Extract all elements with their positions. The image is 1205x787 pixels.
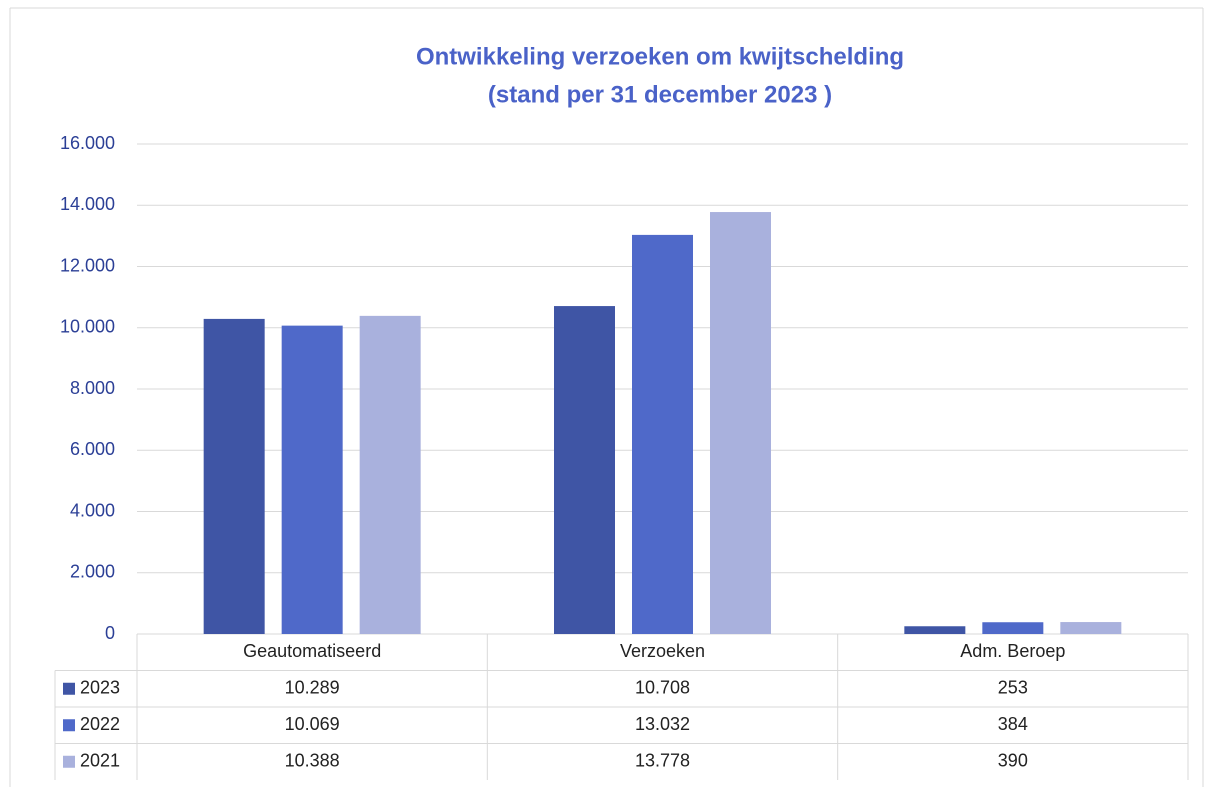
legend-label: 2021 [80,751,120,771]
legend-swatch [63,682,75,695]
table-value: 13.778 [635,751,690,771]
table-value: 13.032 [635,714,690,734]
bar [554,306,615,634]
x-tick-label: Verzoeken [620,641,705,661]
legend-label: 2022 [80,714,120,734]
y-tick-label: 0 [105,623,115,643]
x-tick-label: Adm. Beroep [960,641,1065,661]
y-tick-label: 4.000 [70,500,115,520]
table-value: 384 [998,714,1028,734]
y-tick-label: 6.000 [70,439,115,459]
table-value: 390 [998,751,1028,771]
y-tick-label: 8.000 [70,378,115,398]
x-tick-label: Geautomatiseerd [243,641,381,661]
y-tick-label: 2.000 [70,562,115,582]
table-value: 10.069 [285,714,340,734]
table-value: 10.388 [285,751,340,771]
legend-label: 2023 [80,678,120,698]
bar [710,212,771,634]
bar [1060,622,1122,634]
bar [982,622,1044,634]
legend-swatch [63,755,75,768]
table-value: 10.708 [635,678,690,698]
y-tick-label: 14.000 [60,194,115,214]
chart-title: Ontwikkeling verzoeken om kwijtschelding [416,43,904,70]
bar [281,325,343,634]
bar [203,318,265,634]
bar [359,315,421,634]
table-value: 10.289 [285,678,340,698]
y-tick-label: 16.000 [60,133,115,153]
legend-swatch [63,719,75,732]
bar [904,626,966,634]
y-tick-label: 10.000 [60,317,115,337]
chart-subtitle: (stand per 31 december 2023 ) [488,81,832,108]
table-value: 253 [998,678,1028,698]
y-tick-label: 12.000 [60,255,115,275]
bar [632,234,693,634]
